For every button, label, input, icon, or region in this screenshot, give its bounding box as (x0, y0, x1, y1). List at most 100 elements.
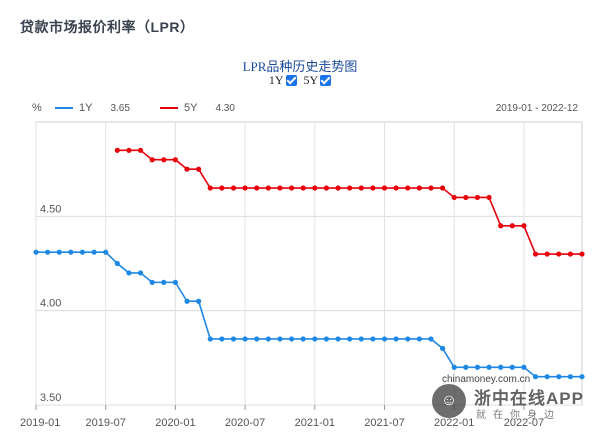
toggle-5y-label: 5Y (303, 73, 319, 87)
data-point-5y (277, 185, 283, 191)
watermark-domain: chinamoney.com.cn (442, 374, 531, 385)
data-point-5y (335, 185, 341, 191)
data-point-5y (358, 185, 364, 191)
toggle-5y[interactable]: 5Y (304, 73, 332, 88)
data-point-1y (532, 374, 539, 380)
data-point-1y (381, 336, 388, 342)
data-point-1y (509, 364, 515, 370)
watermark-app-name: 浙中在线APP (474, 389, 584, 408)
data-point-5y (126, 147, 132, 153)
data-point-1y (405, 336, 411, 342)
data-point-1y (556, 374, 562, 380)
date-range: 2019-01 - 2022-12 (495, 103, 578, 114)
watermark: chinamoney.com.cn ☺ 浙中在线APP 就在你身边 (432, 374, 600, 430)
data-point-1y (91, 249, 97, 255)
data-point-1y (219, 336, 225, 342)
data-point-1y (312, 336, 318, 342)
data-point-1y (242, 336, 248, 342)
watermark-slogan: 就在你身边 (476, 410, 561, 421)
legend-item-1y[interactable]: 1Y 3.65 (55, 102, 130, 114)
data-point-1y (288, 336, 295, 342)
legend-item-5y[interactable]: 5Y 4.30 (160, 102, 235, 114)
x-tick-label: 2020-07 (225, 417, 265, 429)
data-point-1y (439, 345, 446, 351)
data-point-5y (242, 185, 248, 191)
data-point-5y (532, 251, 539, 257)
toggle-1y[interactable]: 1Y (269, 73, 297, 88)
data-point-5y (579, 251, 585, 257)
x-tick-label: 2022-07 (504, 417, 544, 429)
data-point-1y (347, 336, 353, 342)
data-point-5y (428, 185, 434, 191)
data-point-1y (79, 249, 86, 255)
legend-1y-value: 3.65 (110, 102, 130, 114)
data-point-5y (172, 157, 179, 163)
data-point-1y (567, 374, 573, 380)
series-line-1y (36, 251, 582, 378)
data-point-1y (370, 336, 376, 342)
data-point-5y (184, 166, 190, 172)
x-tick-label: 2019-07 (86, 417, 126, 429)
data-point-5y (381, 185, 388, 191)
legend-5y-name: 5Y (184, 102, 198, 114)
data-point-5y (416, 185, 422, 191)
data-point-1y (68, 249, 74, 255)
data-point-5y (474, 194, 481, 201)
data-point-1y (254, 336, 260, 342)
data-point-5y (439, 185, 446, 191)
y-tick-label: 3.50 (40, 392, 61, 404)
y-tick-label: 4.00 (40, 298, 61, 310)
data-point-5y (556, 251, 562, 257)
data-point-1y (137, 270, 144, 276)
data-point-1y (544, 374, 550, 380)
data-point-5y (347, 185, 353, 191)
data-point-5y (137, 147, 144, 153)
data-point-5y (230, 185, 237, 191)
data-point-1y (498, 364, 504, 370)
data-point-1y (521, 364, 527, 370)
data-point-5y (196, 166, 202, 172)
data-point-1y (579, 374, 585, 380)
data-point-1y (103, 249, 109, 255)
x-tick-label: 2020-01 (155, 417, 195, 429)
data-point-5y (567, 251, 573, 257)
data-point-1y (33, 249, 39, 255)
data-point-5y (149, 157, 155, 163)
legend-1y-swatch (55, 107, 73, 109)
data-point-1y (335, 336, 341, 342)
watermark-logo-icon: ☺ (432, 384, 466, 418)
data-point-1y (184, 298, 190, 304)
data-point-1y (428, 336, 434, 342)
legend-5y-value: 4.30 (215, 102, 235, 114)
x-tick-label: 2022-01 (434, 417, 474, 429)
data-point-5y (486, 194, 492, 201)
data-point-1y (45, 249, 51, 255)
data-point-1y (126, 270, 132, 276)
x-tick-label: 2021-07 (364, 417, 404, 429)
x-tick-label: 2021-01 (295, 417, 335, 429)
data-point-1y (300, 336, 306, 342)
unit-label: % (32, 102, 42, 114)
data-point-1y (56, 249, 62, 255)
legend-row: % 1Y 3.65 5Y 4.30 2019-01 - 2022-12 (0, 102, 600, 116)
data-point-5y (323, 185, 330, 191)
toggle-1y-checkbox[interactable] (285, 75, 297, 86)
legend-1y-name: 1Y (79, 102, 93, 114)
data-point-5y (509, 223, 515, 229)
data-point-5y (393, 185, 399, 191)
chart-title: LPR品种历史走势图 (242, 59, 358, 74)
data-point-5y (521, 223, 527, 229)
data-point-5y (405, 185, 411, 191)
toggle-1y-label: 1Y (268, 73, 284, 87)
data-point-1y (114, 260, 120, 267)
data-point-5y (114, 147, 120, 153)
data-point-5y (300, 185, 306, 191)
legend-5y-swatch (160, 107, 178, 109)
data-point-5y (265, 185, 271, 191)
data-point-1y (277, 336, 283, 342)
toggle-5y-checkbox[interactable] (320, 75, 332, 86)
series-line-5y (117, 149, 582, 255)
data-point-1y (474, 364, 481, 370)
data-point-1y (161, 279, 167, 285)
